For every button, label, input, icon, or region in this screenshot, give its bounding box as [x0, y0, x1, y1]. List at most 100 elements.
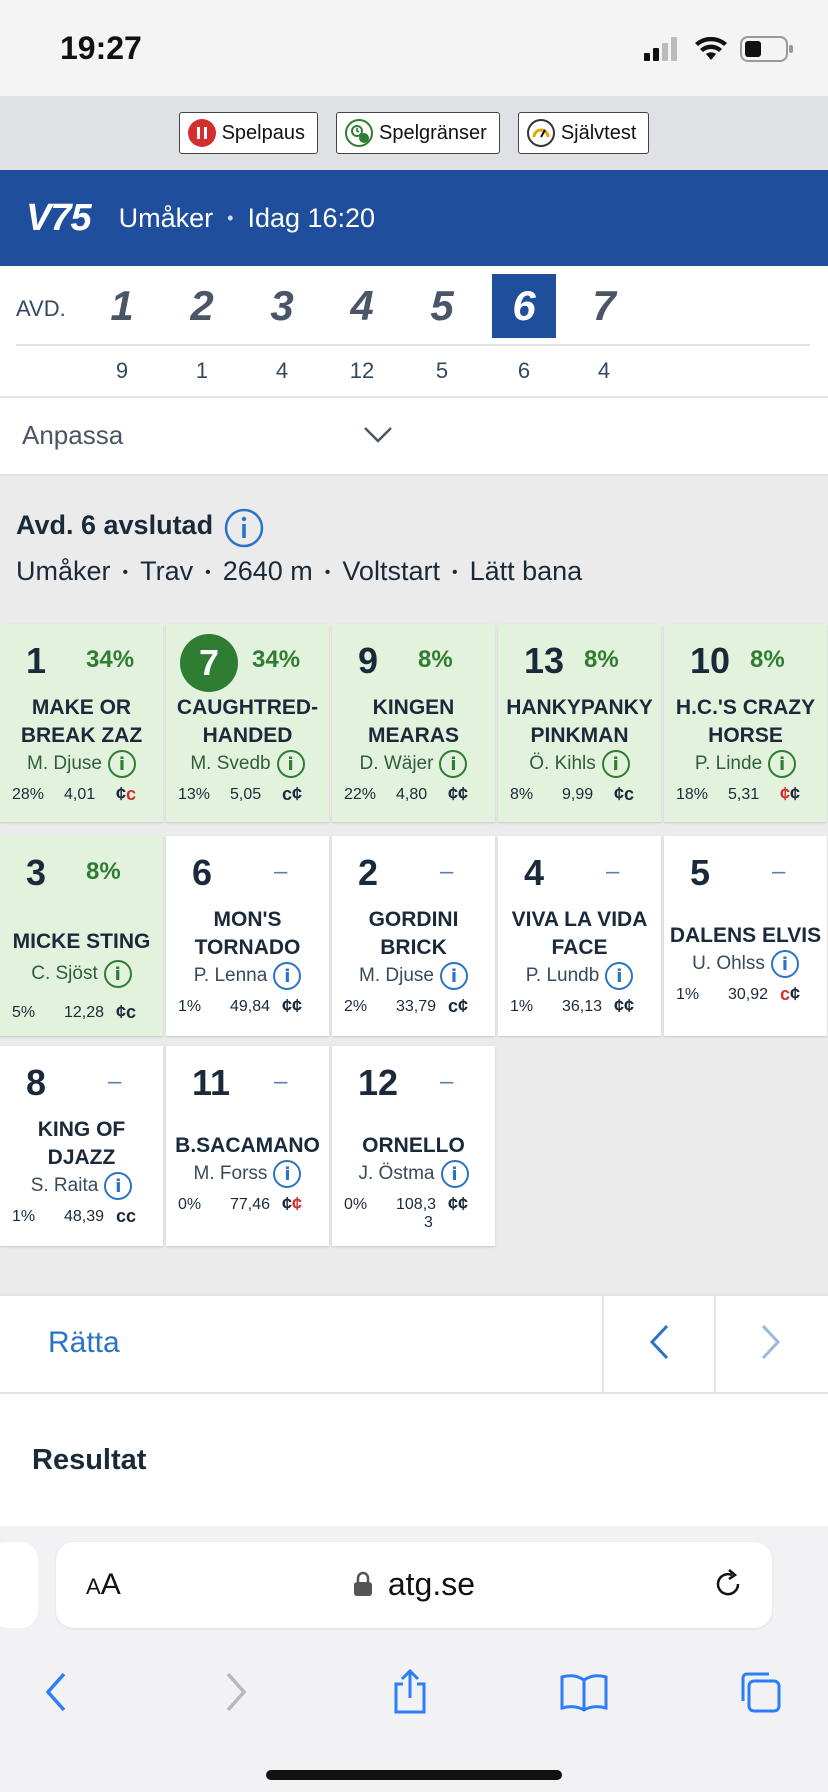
horse-card[interactable]: 11 – B.SACAMANO M. Forss i 0% 77,46 ¢¢	[166, 1046, 329, 1246]
race-tab-5[interactable]: 5	[430, 282, 454, 329]
odds-value-wrap: 3	[424, 1214, 433, 1231]
info-icon[interactable]: i	[605, 962, 634, 990]
bet-percentage: 8%	[584, 646, 619, 673]
info-icon[interactable]: i	[104, 1172, 133, 1200]
race-start-time: Idag 16:20	[247, 202, 376, 233]
shoe-indicator: c¢	[780, 984, 800, 1005]
info-icon[interactable]: i	[107, 750, 136, 778]
info-icon[interactable]: i	[273, 962, 302, 990]
odds-value: 48,39	[64, 1208, 105, 1225]
chevron-right-icon	[759, 1322, 783, 1367]
stat-percent: 13%	[178, 786, 211, 803]
race-tab-3[interactable]: 3	[270, 282, 294, 329]
horse-card[interactable]: 8 – KING OF DJAZZ S. Raita i 1% 48,39 cc	[0, 1046, 163, 1246]
horse-card[interactable]: 1 34% MAKE OR BREAK ZAZ M. Djuse i 28% 4,01 ¢c	[0, 624, 163, 822]
aa-small: A	[86, 1574, 101, 1599]
start-number: 5	[690, 852, 711, 893]
horse-card[interactable]: 6 – MON'S TORNADO P. Lenna i 1% 49,84 ¢¢	[166, 836, 329, 1036]
shoe-indicator: ¢¢	[448, 784, 468, 805]
race-tab-4[interactable]: 4	[350, 282, 374, 329]
share-button[interactable]	[380, 1664, 440, 1724]
ratta-link[interactable]: Rätta	[48, 1326, 120, 1359]
shoe-front: c	[282, 784, 293, 804]
stat-odds: 36,13	[562, 998, 602, 1016]
bookmarks-button[interactable]	[554, 1664, 614, 1724]
anpassa-dropdown[interactable]: Anpassa	[0, 396, 828, 476]
reload-icon[interactable]	[710, 1566, 746, 1607]
race-tab-1[interactable]: 1	[110, 282, 134, 329]
race-tab-7[interactable]: 7	[592, 282, 616, 329]
race-count-3: 4	[275, 358, 289, 383]
previous-tab-peek[interactable]	[0, 1542, 38, 1628]
shoe-indicator: ¢¢	[282, 996, 302, 1017]
info-icon[interactable]: i	[276, 750, 305, 778]
status-bar: 19:27	[0, 0, 828, 96]
chevron-down-icon	[362, 422, 394, 451]
shoe-back: ¢	[458, 1194, 469, 1214]
next-race-button[interactable]	[714, 1296, 826, 1392]
horse-card[interactable]: 12 – ORNELLO J. Östma i 0% 108,3 3 ¢¢	[332, 1046, 495, 1246]
driver-name: C. Sjöst	[31, 963, 98, 984]
driver-row: P. Lundb i	[498, 962, 661, 990]
book-icon	[559, 1672, 609, 1717]
info-icon[interactable]: i	[439, 962, 468, 990]
shoe-back: ¢	[292, 996, 303, 1016]
spelgranser-button[interactable]: Spelgränser	[335, 112, 500, 154]
info-icon[interactable]: i	[439, 750, 468, 778]
horse-card[interactable]: 9 8% KINGEN MEARAS D. Wäjer i 22% 4,80 ¢¢	[332, 624, 495, 822]
start-number: 10	[690, 640, 731, 681]
race-info-icon[interactable]	[224, 508, 264, 553]
race-tab-2[interactable]: 2	[190, 282, 214, 329]
horse-card[interactable]: 3 8% MICKE STING C. Sjöst i 5% 12,28 ¢c	[0, 836, 163, 1036]
info-icon[interactable]: i	[103, 960, 132, 988]
horse-name: KINGEN MEARAS	[336, 694, 491, 750]
driver-name: J. Östma	[358, 1163, 435, 1184]
horse-card[interactable]: 2 – GORDINI BRICK M. Djuse i 2% 33,79 c¢	[332, 836, 495, 1036]
stat-odds: 108,3 3	[396, 1196, 436, 1232]
horse-name: VIVA LA VIDA FACE	[502, 906, 657, 962]
previous-race-button[interactable]	[602, 1296, 714, 1392]
horse-name-line2: HANDED	[202, 724, 293, 747]
horse-card[interactable]: 10 8% H.C.'S CRAZY HORSE P. Linde i 18% 5,31 ¢¢	[664, 624, 827, 822]
info-icon[interactable]: i	[601, 750, 630, 778]
reader-settings-button[interactable]: AA	[86, 1568, 121, 1602]
stat-odds: 49,84	[230, 998, 270, 1016]
horse-card[interactable]: 13 8% HANKYPANKY PINKMAN Ö. Kihls i 8% 9,99 ¢c	[498, 624, 661, 822]
race-tab-6[interactable]: 6	[492, 274, 556, 338]
stat-odds: 4,01	[64, 786, 95, 804]
info-icon[interactable]: i	[768, 750, 797, 778]
pause-icon	[187, 119, 216, 147]
url-display[interactable]: atg.se	[56, 1566, 772, 1603]
horse-name-line2: MEARAS	[367, 724, 459, 747]
driver-row: M. Forss i	[166, 1160, 329, 1188]
horse-name-line1: DALENS ELVIS	[669, 924, 822, 947]
odds-value: 36,13	[562, 998, 603, 1015]
race-count-4: 12	[349, 358, 375, 383]
bet-percentage: –	[772, 858, 786, 885]
wifi-icon	[694, 36, 728, 66]
bet-percentage: –	[440, 858, 454, 885]
horse-card[interactable]: 7 34% CAUGHTRED- HANDED M. Svedb i 13% 5,05 c¢	[166, 624, 329, 822]
horse-card[interactable]: 5 – DALENS ELVIS U. Ohlss i 1% 30,92 c¢	[664, 836, 827, 1036]
driver-row: J. Östma i	[332, 1160, 495, 1188]
tabs-button[interactable]	[730, 1664, 790, 1724]
race-selector: AVD. 1 2 3 4 5 6 7 9 1 4 12 5 6 4	[0, 266, 828, 396]
driver-name: P. Linde	[694, 753, 763, 774]
spelpaus-button[interactable]: Spelpaus	[178, 112, 318, 154]
stat-percent: 22%	[344, 786, 377, 803]
horse-card[interactable]: 4 – VIVA LA VIDA FACE P. Lundb i 1% 36,13 ¢¢	[498, 836, 661, 1036]
horse-name: MAKE OR BREAK ZAZ	[4, 694, 159, 750]
info-icon[interactable]: i	[440, 1160, 469, 1188]
shoe-front: c	[780, 984, 791, 1004]
info-icon[interactable]: i	[273, 1160, 302, 1188]
driver-row: M. Svedb i	[166, 750, 329, 778]
info-icon[interactable]: i	[770, 950, 799, 978]
track-condition: Lätt bana	[469, 556, 583, 586]
shoe-front: ¢	[282, 996, 293, 1016]
separator-dot: •	[451, 563, 458, 581]
stat-percent: 5%	[12, 1004, 36, 1021]
sjalvtest-button[interactable]: Självtest	[517, 112, 650, 154]
back-button[interactable]	[26, 1664, 86, 1724]
address-bar[interactable]: AA atg.se	[56, 1542, 772, 1628]
forward-button[interactable]	[206, 1664, 266, 1724]
